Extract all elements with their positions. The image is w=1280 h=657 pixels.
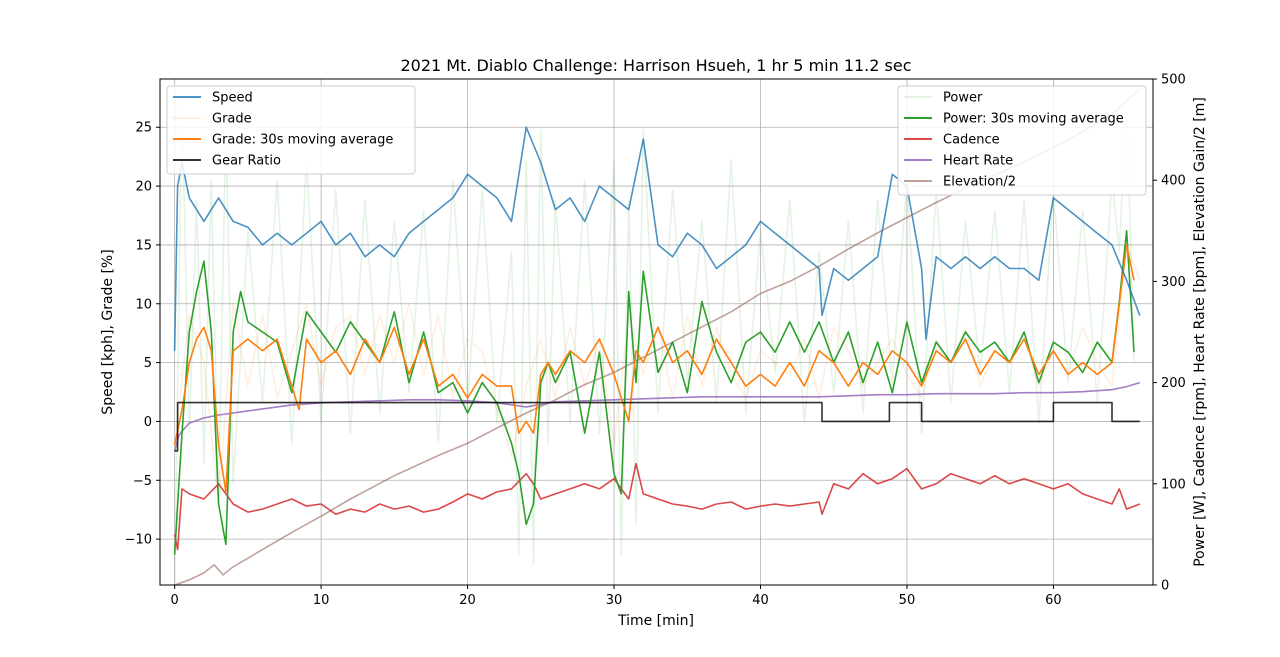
x-tick-label: 0 bbox=[171, 593, 179, 608]
plot-frame bbox=[159, 78, 1154, 586]
y-right-tick-label: 400 bbox=[1161, 174, 1186, 189]
y-left-tick-label: 20 bbox=[135, 180, 152, 195]
legend-label-speed: Speed bbox=[212, 91, 253, 106]
y-right-tick-label: 500 bbox=[1161, 73, 1186, 88]
y-axis-right-label: Power [W], Cadence [rpm], Heart Rate [bp… bbox=[1192, 97, 1208, 567]
legend-label-power: Power bbox=[943, 91, 983, 106]
y-right-tick-label: 100 bbox=[1161, 477, 1186, 492]
x-axis: 0 10 20 30 40 50 60 bbox=[171, 585, 1062, 608]
x-tick-label: 50 bbox=[899, 593, 916, 608]
y-left-tick-label: −10 bbox=[125, 533, 152, 548]
series-gear-ratio-line bbox=[174, 401, 1140, 452]
y-axis-right: 0 100 200 300 400 500 bbox=[1153, 73, 1186, 594]
plot-area bbox=[173, 88, 1141, 586]
series-grade-30s-moving-average-line bbox=[173, 244, 1135, 493]
y-left-tick-label: 0 bbox=[144, 415, 152, 430]
y-axis-left: −10 −5 0 5 10 15 20 25 bbox=[125, 121, 160, 548]
legend-right-box bbox=[897, 85, 1147, 196]
legend-right: Power Power: 30s moving average Cadence Hea… bbox=[897, 85, 1147, 196]
legend-label-power-30s-moving-average: Power: 30s moving average bbox=[943, 112, 1124, 127]
chart-title: 2021 Mt. Diablo Challenge: Harrison Hsue… bbox=[400, 56, 911, 75]
series-speed-line bbox=[173, 126, 1141, 351]
y-left-tick-label: −5 bbox=[133, 474, 152, 489]
y-right-tick-label: 0 bbox=[1161, 579, 1169, 594]
y-left-tick-label: 15 bbox=[135, 238, 152, 253]
y-right-tick-label: 300 bbox=[1161, 275, 1186, 290]
legend-label-grade-30s-moving-average: Grade: 30s moving average bbox=[212, 133, 393, 148]
x-axis-label: Time [min] bbox=[617, 613, 694, 629]
y-left-tick-label: 25 bbox=[135, 121, 152, 136]
series-cadence-line bbox=[173, 462, 1141, 551]
legend-left: Speed Grade Grade: 30s moving average Gear … bbox=[166, 85, 416, 175]
x-tick-label: 10 bbox=[313, 593, 330, 608]
y-axis-left-label: Speed [kph], Grade [%] bbox=[100, 249, 116, 414]
x-tick-label: 20 bbox=[459, 593, 476, 608]
series-grade-line bbox=[173, 244, 1141, 505]
y-left-tick-label: 10 bbox=[135, 297, 152, 312]
y-left-tick-label: 5 bbox=[144, 356, 152, 371]
legend-label-grade: Grade bbox=[212, 112, 252, 127]
series-power-line bbox=[173, 98, 1135, 586]
legend-label-gear-ratio: Gear Ratio bbox=[212, 154, 281, 169]
y-right-tick-label: 200 bbox=[1161, 376, 1186, 391]
x-tick-label: 30 bbox=[606, 593, 623, 608]
legend-label-heart-rate: Heart Rate bbox=[943, 154, 1013, 169]
legend-label-elevation-2: Elevation/2 bbox=[943, 175, 1016, 190]
legend-left-box bbox=[166, 85, 416, 175]
series-power-30s-moving-average-line bbox=[173, 230, 1135, 555]
legend-label-cadence: Cadence bbox=[943, 133, 1000, 148]
x-tick-label: 60 bbox=[1045, 593, 1062, 608]
x-tick-label: 40 bbox=[752, 593, 769, 608]
series-heart-rate-line bbox=[173, 381, 1141, 452]
